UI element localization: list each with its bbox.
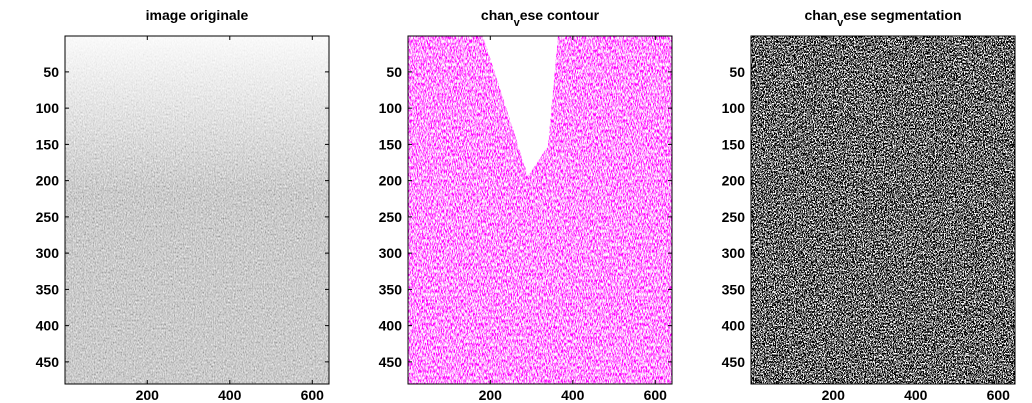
x-tick-label: 200 <box>479 387 503 403</box>
title-part: ese segmentation <box>843 7 961 23</box>
y-tick-label: 50 <box>386 64 402 80</box>
y-tick-label: 50 <box>43 64 59 80</box>
y-tick-label: 250 <box>722 209 746 225</box>
y-tick-label: 100 <box>36 100 60 116</box>
x-tick-label: 400 <box>218 387 242 403</box>
y-tick-label: 400 <box>36 318 60 334</box>
y-tick-label: 450 <box>379 354 403 370</box>
y-tick-label: 200 <box>722 173 746 189</box>
x-tick-label: 400 <box>904 387 928 403</box>
image-sky <box>65 36 329 384</box>
y-tick-label: 200 <box>379 173 403 189</box>
title-part: chan <box>804 7 837 23</box>
title-part: image originale <box>146 7 249 23</box>
y-tick-label: 300 <box>379 245 403 261</box>
subplot-title: image originale <box>146 7 249 23</box>
subplot: image originale 200 400 600 50 100 150 200 250 30… <box>36 7 329 403</box>
y-tick-label: 50 <box>729 64 745 80</box>
y-tick-label: 350 <box>36 281 60 297</box>
subplot: chanvese segmentation 200 400 600 50 100 150 20… <box>722 7 1015 403</box>
y-tick-label: 450 <box>722 354 746 370</box>
x-tick-label: 200 <box>136 387 160 403</box>
y-tick-label: 450 <box>36 354 60 370</box>
y-tick-label: 150 <box>722 136 746 152</box>
subplot: chanvese contour 200 400 600 50 100 150 200 250 3… <box>379 7 672 403</box>
y-tick-label: 350 <box>722 281 746 297</box>
y-tick-label: 300 <box>36 245 60 261</box>
x-tick-label: 400 <box>561 387 585 403</box>
y-tick-label: 250 <box>36 209 60 225</box>
x-tick-label: 600 <box>987 387 1011 403</box>
x-tick-label: 200 <box>822 387 846 403</box>
y-tick-label: 200 <box>36 173 60 189</box>
x-tick-label: 600 <box>644 387 668 403</box>
y-tick-label: 100 <box>379 100 403 116</box>
y-tick-label: 100 <box>722 100 746 116</box>
subplot-title: chanvese contour <box>481 7 600 29</box>
subplot-title: chanvese segmentation <box>804 7 961 29</box>
y-tick-label: 350 <box>379 281 403 297</box>
y-tick-label: 400 <box>722 318 746 334</box>
title-part: ese contour <box>520 7 600 23</box>
figure: image originale 200 400 600 50 100 150 200 250 30… <box>0 0 1032 403</box>
y-tick-label: 250 <box>379 209 403 225</box>
y-tick-label: 400 <box>379 318 403 334</box>
y-tick-label: 300 <box>722 245 746 261</box>
image <box>751 36 1015 384</box>
y-tick-label: 150 <box>379 136 403 152</box>
x-tick-label: 600 <box>301 387 325 403</box>
title-part: chan <box>481 7 514 23</box>
y-tick-label: 150 <box>36 136 60 152</box>
